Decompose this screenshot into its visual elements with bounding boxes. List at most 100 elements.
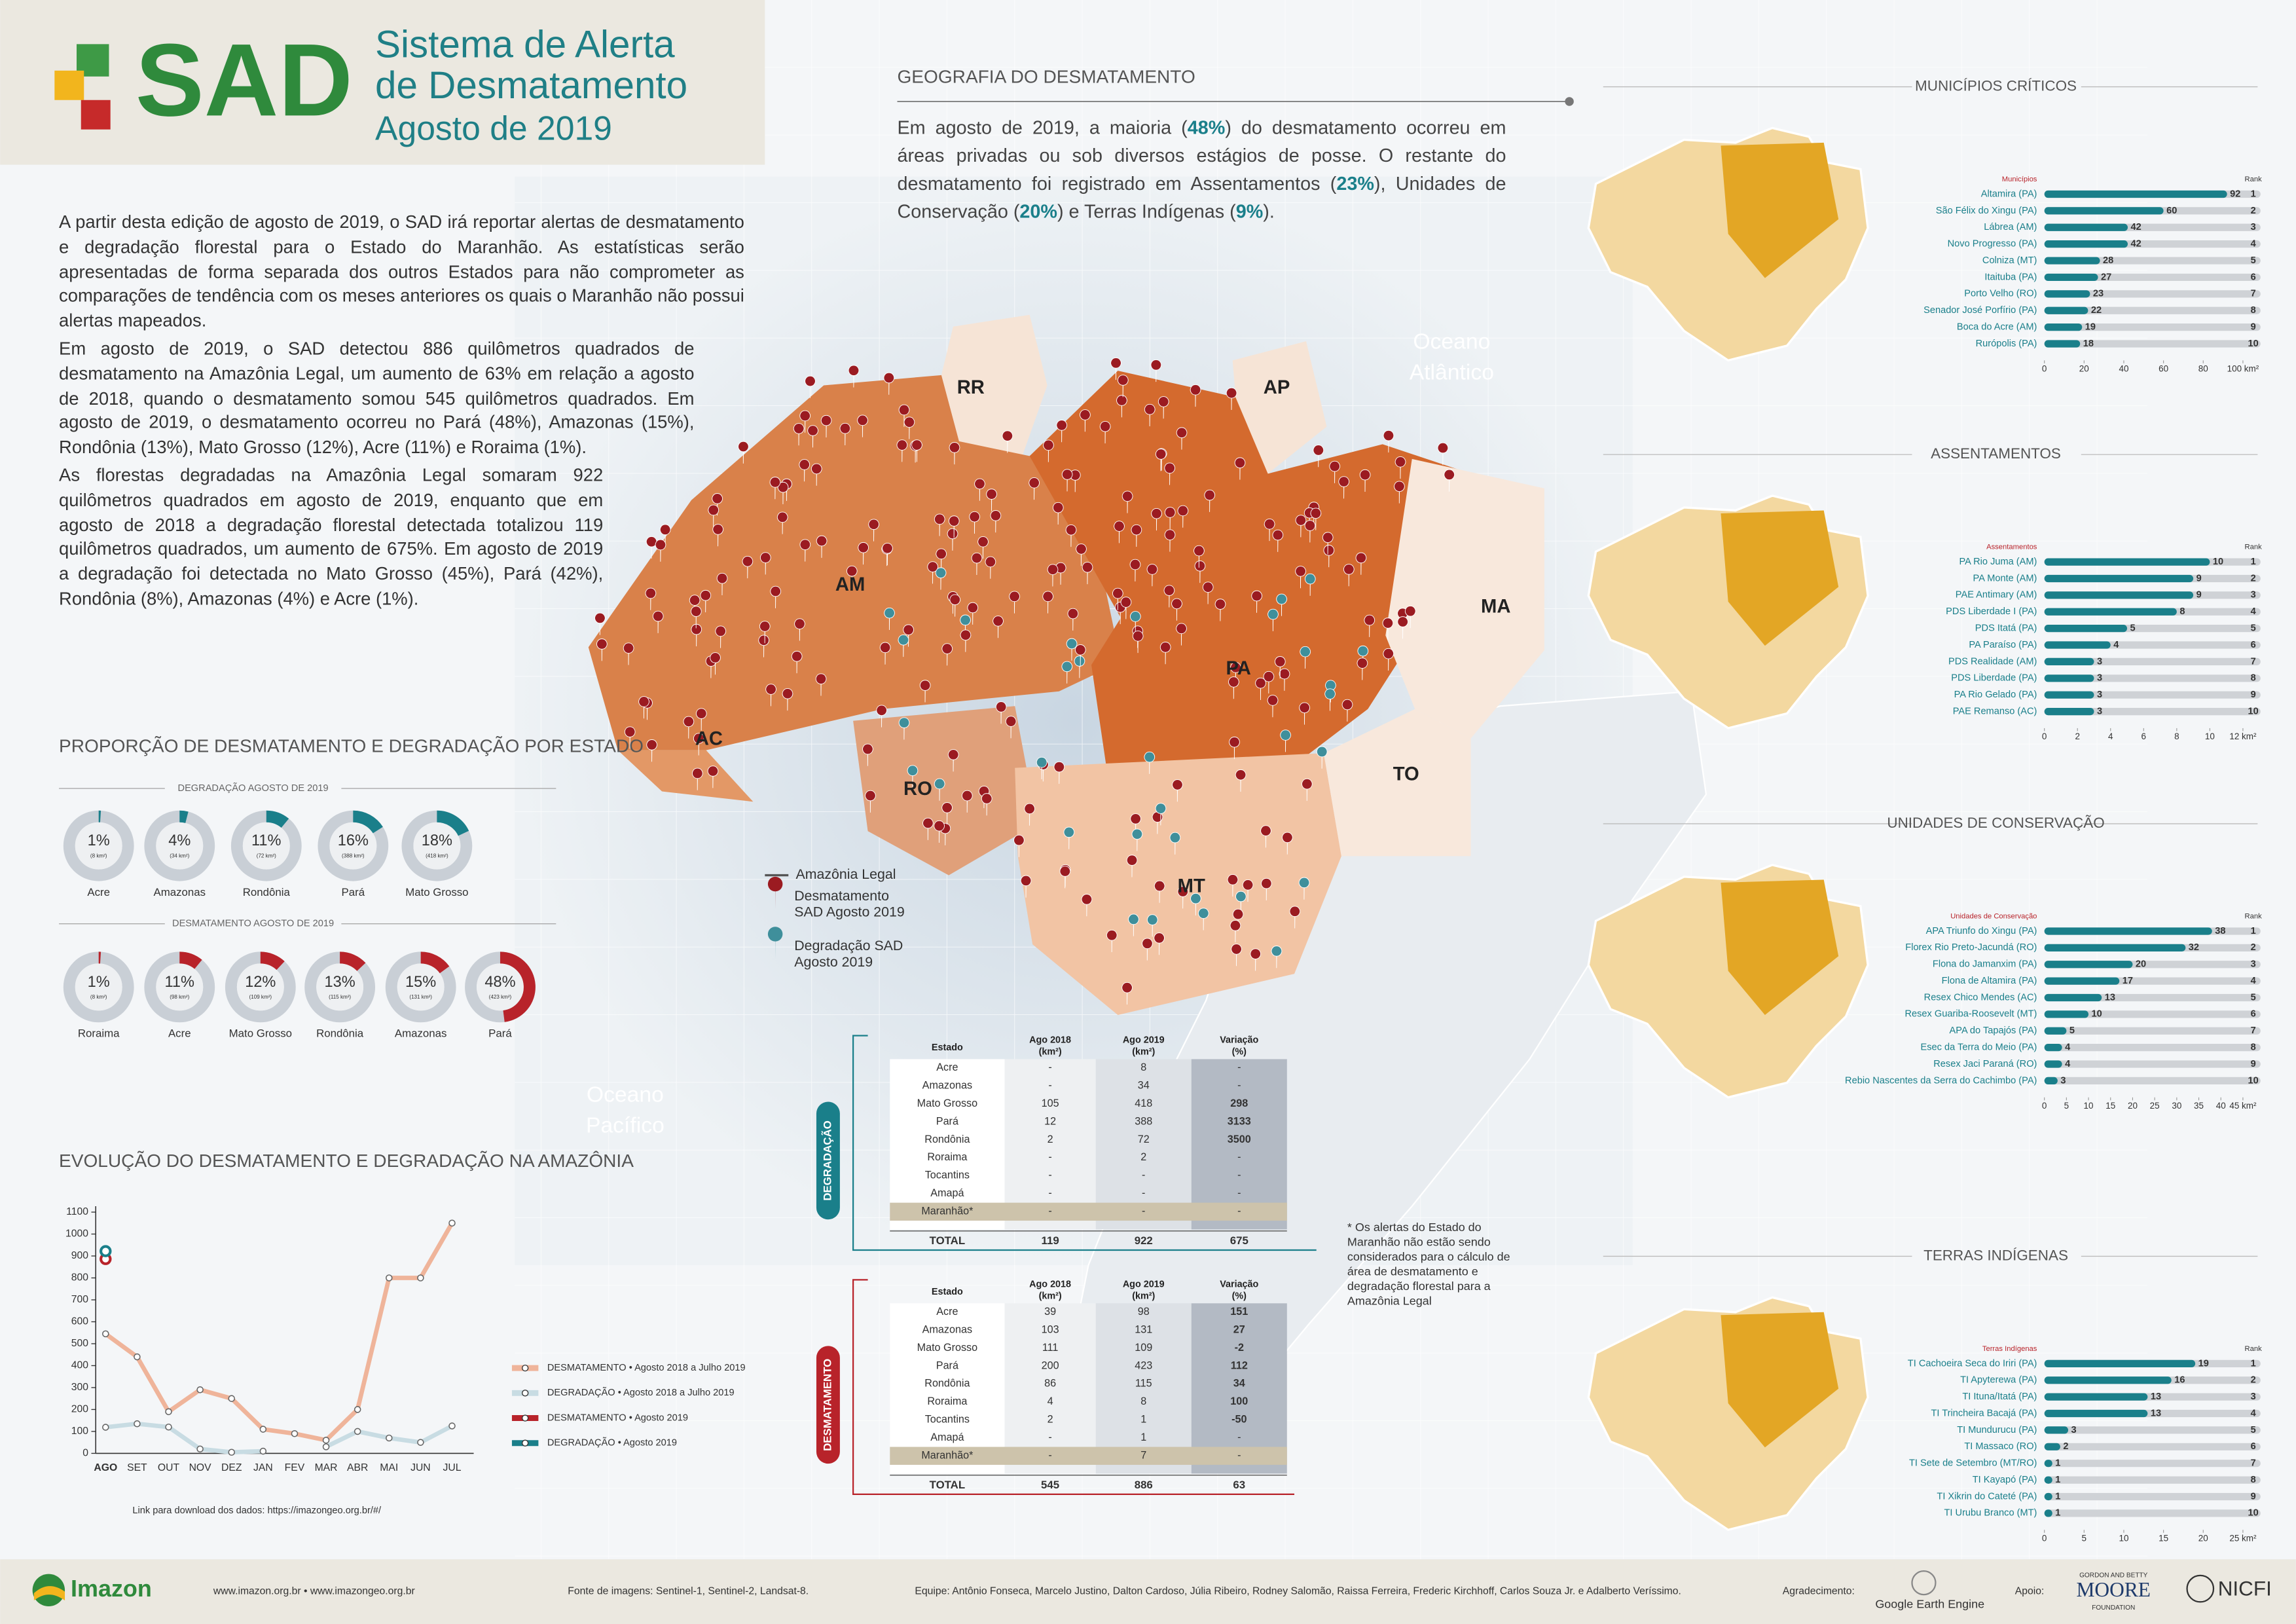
bar-value: 1 [2055, 1508, 2060, 1519]
column-bg [1004, 1303, 1096, 1474]
bar-label: TI Kayapó (PA) [1973, 1475, 2037, 1485]
text-run: ) do desmatamento ocorreu em áreas priva… [897, 116, 1506, 194]
x-tick-label: 20 [2079, 363, 2089, 373]
pin [1177, 886, 1189, 909]
bar [2044, 1376, 2172, 1384]
bar-value: 19 [2198, 1358, 2209, 1369]
pin [782, 688, 793, 711]
pin [1151, 507, 1162, 531]
bar-bg [2044, 340, 2261, 348]
pin [1264, 518, 1275, 542]
column-bg [1191, 1059, 1287, 1230]
pin [1280, 729, 1291, 752]
pin [769, 477, 781, 500]
y-tick-label: 700 [71, 1294, 88, 1305]
rank: 9 [2251, 690, 2256, 700]
pin [1169, 832, 1181, 855]
pin [1075, 644, 1086, 667]
bar-label: PA Paraíso (PA) [1969, 640, 2037, 650]
legend-text: DEGRADAÇÃO • Agosto 2019 [547, 1437, 677, 1449]
pin [693, 733, 704, 756]
cell: 34 [1138, 1080, 1150, 1092]
y-tick-label: 500 [71, 1338, 88, 1349]
total-cell: 886 [1135, 1479, 1153, 1491]
point [259, 1447, 267, 1455]
rank: 3 [2251, 959, 2256, 970]
pin [1131, 828, 1143, 851]
total-cell: 922 [1135, 1234, 1153, 1247]
donut-value: 15% [405, 973, 436, 990]
bar-value: 32 [2189, 942, 2199, 953]
bar [2044, 674, 2094, 682]
bar-bg [2044, 707, 2261, 716]
cell: Roraima [927, 1395, 967, 1407]
title-bg [164, 917, 342, 930]
pin [879, 642, 891, 665]
state-mt [1015, 753, 1341, 1015]
pin [1163, 585, 1175, 608]
bar-bg [2044, 290, 2261, 298]
cell: Pará [936, 1359, 958, 1371]
pin [949, 442, 960, 465]
bar-bg [2044, 1426, 2261, 1434]
pin [1338, 476, 1349, 499]
rank: 10 [2248, 706, 2259, 716]
pin [655, 539, 666, 562]
section-title: ASSENTAMENTOS [1931, 445, 2061, 462]
bar [2044, 591, 2194, 599]
bar-bg [2044, 1060, 2261, 1068]
pin [934, 820, 945, 843]
cell: - [1048, 1170, 1051, 1181]
bar-bg [2044, 323, 2261, 331]
pin [1276, 593, 1287, 616]
point [448, 1219, 456, 1227]
point [417, 1274, 424, 1282]
pin [707, 766, 719, 788]
bar-bg [2044, 1509, 2261, 1517]
pin [941, 643, 953, 666]
bar-label: PAE Antimary (AM) [1956, 590, 2037, 600]
pin [777, 481, 789, 504]
cell: 1 [1140, 1431, 1146, 1443]
point [196, 1386, 204, 1393]
bar [2044, 290, 2090, 298]
pin [934, 778, 945, 801]
bar [2044, 1476, 2052, 1484]
cell: 131 [1135, 1323, 1152, 1335]
pin [1172, 779, 1183, 802]
x-tick-label: 5 [2064, 1101, 2069, 1111]
pin [1382, 618, 1394, 640]
cell: Acre [936, 1061, 958, 1073]
state-label: TO [1393, 764, 1419, 785]
x-tick-label: 20 [2198, 1533, 2208, 1543]
rank: 7 [2251, 289, 2256, 299]
point [134, 1353, 141, 1361]
bar-label: PA Monte (AM) [1973, 573, 2037, 583]
cell: - [1142, 1187, 1145, 1199]
column-bg [890, 1303, 1005, 1474]
pin [1295, 515, 1307, 538]
bar-bg [2044, 1077, 2261, 1085]
pin [659, 524, 671, 547]
pin [1132, 630, 1144, 654]
side-label: DESMATAMENTO [821, 1359, 833, 1451]
rank: 6 [2251, 272, 2256, 282]
pin [1147, 914, 1158, 937]
text-run: 23% [1336, 172, 1374, 194]
donut-center [156, 822, 204, 870]
pin [868, 519, 879, 542]
maranhao-row [890, 1202, 1287, 1221]
pin [1082, 561, 1093, 585]
x-tick-label: DEZ [221, 1462, 242, 1473]
cell: 151 [1230, 1306, 1248, 1318]
pin [907, 765, 919, 788]
pin [1289, 906, 1301, 929]
bar-label: Colniza (MT) [1982, 255, 2037, 266]
legend-dot [521, 1414, 529, 1422]
pin [1405, 605, 1416, 629]
geografia-text: Em agosto de 2019, a maioria (48%) do de… [897, 116, 1506, 222]
total-cell: 675 [1230, 1234, 1248, 1247]
pin [1232, 908, 1244, 931]
state-ap [1232, 341, 1327, 474]
bar-bg [2044, 1044, 2261, 1052]
